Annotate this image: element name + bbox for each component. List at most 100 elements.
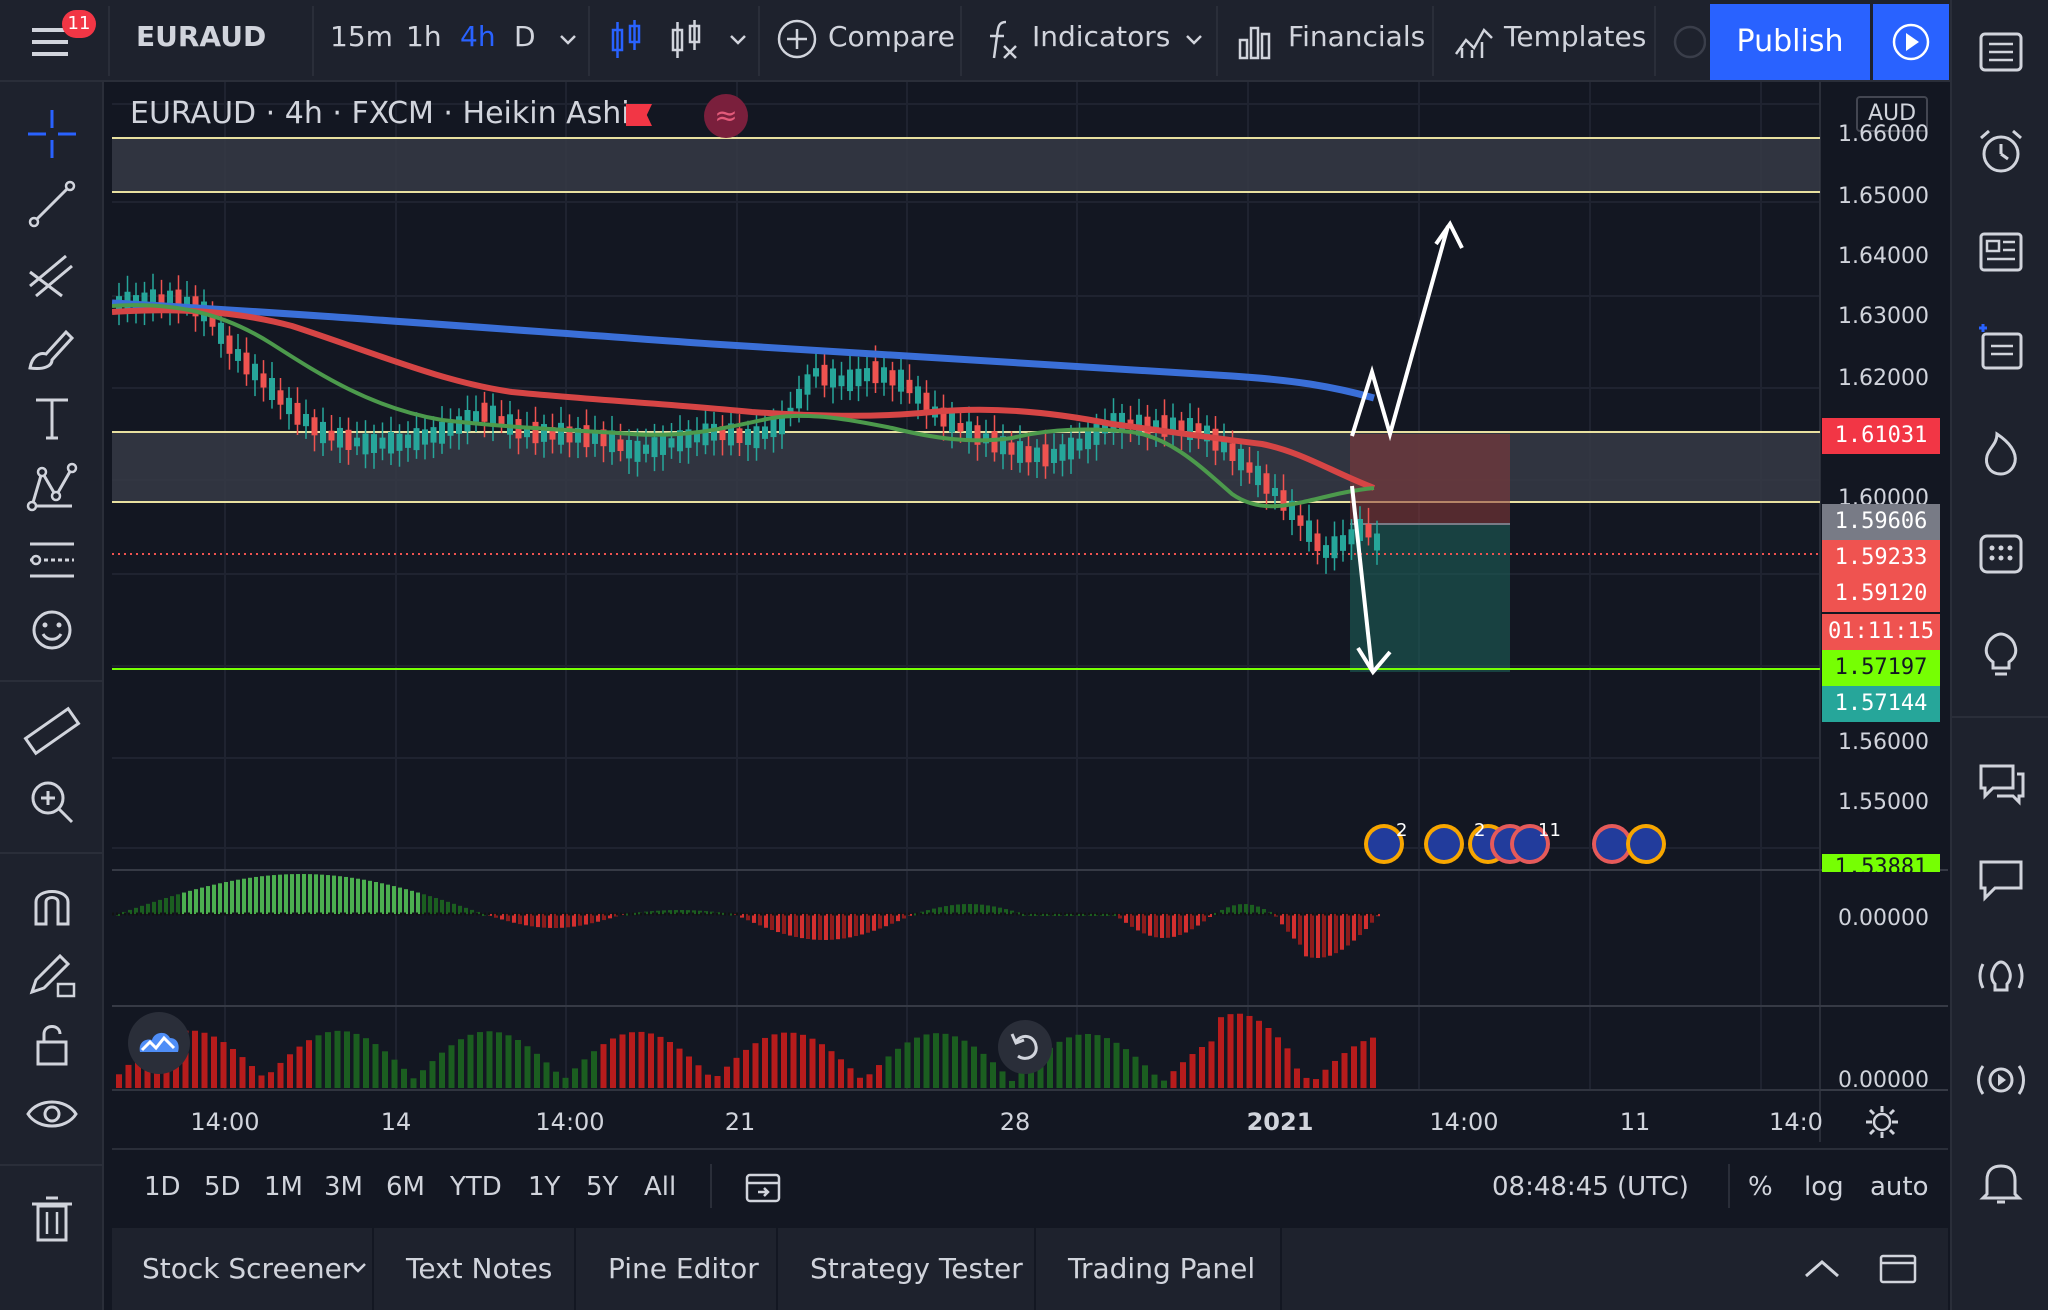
magnet-icon[interactable]	[22, 874, 82, 938]
ma-green-line[interactable]	[112, 303, 1375, 509]
range-1y[interactable]: 1Y	[528, 1172, 561, 1202]
price-tick: 1.55000	[1838, 790, 1929, 815]
news-icon[interactable]	[1975, 226, 2027, 282]
financials-bar-chart-icon[interactable]	[1236, 18, 1274, 66]
range-5d[interactable]: 5D	[204, 1172, 241, 1202]
trend-line-icon[interactable]	[22, 174, 82, 238]
range-3m[interactable]: 3M	[324, 1172, 363, 1202]
time-tick: 14	[380, 1108, 412, 1136]
utc-clock[interactable]: 08:48:45 (UTC)	[1492, 1172, 1689, 1202]
auto-scale-toggle[interactable]: auto	[1870, 1172, 1929, 1202]
prediction-tool-icon[interactable]	[22, 530, 82, 594]
log-scale-toggle[interactable]: log	[1804, 1172, 1844, 1202]
fib-pitchfork-icon[interactable]	[22, 246, 82, 310]
bullish-scenario-arrow[interactable]	[1350, 225, 1450, 442]
bearish-scenario-arrow[interactable]	[1350, 485, 1374, 671]
alarm-clock-icon[interactable]	[1975, 126, 2027, 182]
chevron-down-icon[interactable]	[728, 30, 748, 54]
eye-icon[interactable]	[22, 1084, 82, 1148]
crosshair-icon[interactable]	[22, 104, 82, 168]
publish-button[interactable]: Publish	[1710, 4, 1870, 80]
compare-button[interactable]: Compare	[828, 20, 956, 53]
tab-text-notes[interactable]: Text Notes	[376, 1228, 576, 1310]
ideas-stream-icon[interactable]	[1975, 950, 2027, 1006]
indicators-fx-icon[interactable]	[984, 18, 1020, 66]
chart-settings-gear-icon[interactable]	[1864, 1104, 1900, 1144]
interval-15m[interactable]: 15m	[330, 20, 393, 53]
currency-label[interactable]: AUD	[1856, 96, 1928, 132]
range-5y[interactable]: 5Y	[586, 1172, 619, 1202]
hamburger-menu-icon[interactable]	[30, 22, 70, 66]
streams-play-icon[interactable]	[1975, 1054, 2027, 1110]
chart-legend-title[interactable]: EURAUD · 4h · FXCM · Heikin Ashi	[130, 96, 630, 131]
indicator-wave-icon[interactable]: ≈	[704, 94, 748, 138]
ruler-icon[interactable]	[22, 702, 82, 766]
price-chart[interactable]	[112, 82, 1948, 1142]
chat-icon[interactable]	[1975, 756, 2027, 812]
collapse-panel-chevron-up-icon[interactable]	[1802, 1254, 1842, 1288]
range-6m[interactable]: 6M	[386, 1172, 425, 1202]
templates-button[interactable]: Templates	[1504, 20, 1647, 53]
percent-scale-toggle[interactable]: %	[1748, 1172, 1773, 1202]
tab-trading-panel[interactable]: Trading Panel	[1038, 1228, 1282, 1310]
price-tick: 1.65000	[1838, 184, 1929, 209]
bars-chart-type-icon[interactable]	[668, 18, 704, 66]
reset-icon	[1010, 1033, 1038, 1060]
chevron-down-icon[interactable]	[558, 30, 578, 54]
bottom-panel-tabs: Stock Screener Text Notes Pine Editor St…	[112, 1228, 1948, 1310]
brush-icon[interactable]	[22, 318, 82, 382]
interval-1h[interactable]: 1h	[406, 20, 442, 53]
alert-clock-icon[interactable]	[1670, 18, 1707, 66]
trash-icon[interactable]	[22, 1188, 82, 1252]
replay-button[interactable]	[1873, 4, 1949, 80]
interval-4h[interactable]: 4h	[460, 20, 496, 53]
calendar-icon[interactable]	[1975, 526, 2027, 582]
chart-pane[interactable]: 2 2 11	[112, 82, 1948, 1142]
tab-pine-editor[interactable]: Pine Editor	[578, 1228, 778, 1310]
flag-icon[interactable]	[626, 104, 652, 126]
event-count-badge: 2	[1474, 820, 1486, 841]
tab-strategy-tester[interactable]: Strategy Tester	[780, 1228, 1036, 1310]
cloud-logo-button[interactable]	[128, 1012, 190, 1074]
indicators-button[interactable]: Indicators	[1032, 20, 1171, 53]
pattern-tool-icon[interactable]	[22, 458, 82, 522]
compare-plus-icon[interactable]	[776, 18, 818, 64]
time-tick: 14:0	[1769, 1108, 1823, 1136]
chevron-down-icon[interactable]	[1184, 30, 1204, 54]
chevron-down-icon[interactable]	[348, 1258, 368, 1282]
emoji-icon[interactable]	[22, 600, 82, 664]
watchlist-icon[interactable]	[1975, 26, 2027, 82]
unlock-icon[interactable]	[22, 1014, 82, 1078]
range-1m[interactable]: 1M	[264, 1172, 303, 1202]
momentum-histogram[interactable]	[116, 874, 1380, 958]
notification-badge: 11	[62, 10, 96, 38]
lock-drawing-pencil-icon[interactable]	[22, 944, 82, 1008]
range-ytd[interactable]: YTD	[450, 1172, 502, 1202]
financials-button[interactable]: Financials	[1288, 20, 1426, 53]
tab-stock-screener[interactable]: Stock Screener	[112, 1228, 374, 1310]
range-all[interactable]: All	[644, 1172, 677, 1202]
time-tick: 21	[724, 1108, 756, 1136]
candles-chart-type-icon[interactable]	[608, 18, 644, 66]
stop-loss-zone[interactable]	[1350, 434, 1510, 524]
ma-blue-line[interactable]	[112, 299, 1375, 402]
resistance-zone-top[interactable]	[112, 138, 1820, 192]
volume-bars[interactable]	[116, 1013, 1376, 1088]
notifications-bell-icon[interactable]	[1975, 1156, 2027, 1212]
private-chat-icon[interactable]	[1975, 852, 2027, 908]
ideas-lightbulb-icon[interactable]	[1975, 628, 2027, 684]
range-1d[interactable]: 1D	[144, 1172, 181, 1202]
templates-icon[interactable]	[1454, 18, 1494, 66]
economic-events[interactable]: 2 2 11	[1362, 820, 1762, 870]
zoom-in-icon[interactable]	[22, 772, 82, 836]
symbol-search[interactable]: EURAUD	[136, 20, 267, 53]
event-count-badge: 2	[1396, 820, 1408, 841]
interval-d[interactable]: D	[514, 20, 536, 53]
time-tick: 28	[999, 1108, 1031, 1136]
go-to-date-calendar-icon[interactable]	[744, 1170, 782, 1208]
text-tool-icon[interactable]	[22, 388, 82, 452]
hotlist-fire-icon[interactable]	[1975, 428, 2027, 484]
reset-chart-button[interactable]	[998, 1020, 1052, 1074]
data-window-icon[interactable]	[1975, 322, 2027, 378]
maximize-panel-icon[interactable]	[1878, 1252, 1918, 1290]
